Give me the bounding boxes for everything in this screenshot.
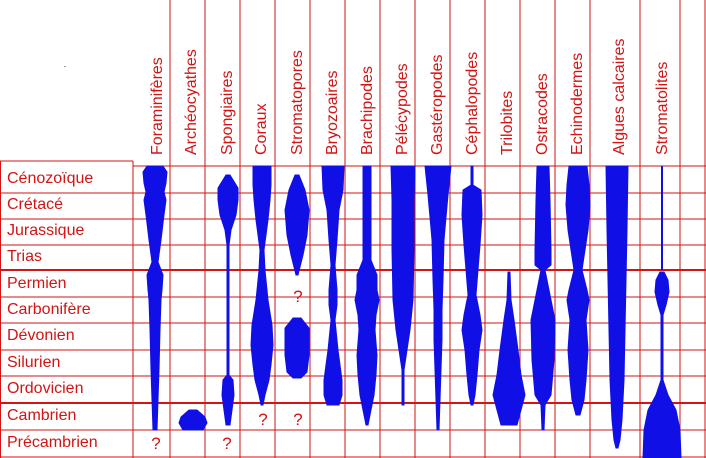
- period-label-permien: Permien: [7, 275, 67, 292]
- group-label-ostracodes: Ostracodes: [534, 73, 551, 155]
- group-label-echinodermes: Echinodermes: [569, 52, 586, 155]
- group-label-gasteropodes: Gastéropodes: [429, 54, 446, 155]
- group-headers: Foraminifères Archéocyathes Spongiaires …: [0, 0, 706, 160]
- period-label-trias: Trias: [7, 248, 42, 265]
- period-label-devonien: Dévonien: [7, 327, 75, 344]
- group-label-spongiaires: Spongiaires: [219, 70, 236, 156]
- stray-dot: [64, 66, 66, 67]
- group-label-stromatopores: Stromatopores: [289, 50, 306, 155]
- range-foraminiferes: [142, 165, 168, 431]
- range-brachipodes: [354, 165, 380, 426]
- group-label-bryozoaires: Bryozoaires: [324, 70, 341, 155]
- range-cephalopodes: [461, 165, 483, 406]
- uncertain-mark-spongiaires-precambrien: ?: [222, 434, 232, 453]
- range-stromatopores-upper: [284, 174, 310, 276]
- range-stromatolites: [642, 271, 682, 458]
- period-label-silurien: Silurien: [7, 354, 61, 371]
- range-stromatopores-lower: [284, 317, 310, 379]
- range-coraux: [250, 165, 274, 406]
- period-label-cambrien: Cambrien: [7, 407, 77, 424]
- range-trilobites: [492, 271, 526, 426]
- uncertain-mark-coraux-cambrien: ?: [258, 410, 268, 429]
- period-label-cretace: Crétacé: [7, 196, 64, 213]
- group-label-pelecypodes: Pélécypodes: [394, 63, 411, 155]
- uncertain-mark-foraminiferes-precambrien: ?: [151, 434, 161, 453]
- range-pelecypodes: [390, 165, 416, 406]
- range-algues-calcaires: [605, 165, 629, 449]
- group-label-trilobites: Trilobites: [499, 90, 516, 155]
- group-label-foraminiferes: Foraminifères: [149, 57, 166, 155]
- range-gasteropodes: [424, 165, 452, 431]
- period-label-carbonifere: Carbonifère: [7, 301, 91, 318]
- period-label-cenozoique: Cénozoïque: [7, 170, 94, 187]
- period-label-ordovicien: Ordovicien: [7, 380, 84, 397]
- range-echinodermes: [565, 165, 591, 416]
- range-shapes: [142, 165, 682, 458]
- period-label-jurassique: Jurassique: [7, 222, 85, 239]
- group-label-stromatolites: Stromatolites: [654, 61, 671, 155]
- range-bryozoaires: [321, 165, 345, 406]
- uncertain-mark-stromatopores-cambrien: ?: [293, 410, 303, 429]
- group-label-archeocyathes: Archéocyathes: [183, 49, 200, 155]
- group-label-cephalopodes: Céphalopodes: [464, 51, 481, 155]
- group-label-algues-calcaires: Algues calcaires: [611, 38, 628, 156]
- uncertain-mark-stromatopores-carbonifere: ?: [293, 287, 303, 306]
- group-label-coraux: Coraux: [253, 103, 270, 155]
- period-label-precambrien: Précambrien: [7, 434, 98, 451]
- range-archeocyathes: [178, 409, 208, 431]
- range-ostracodes: [530, 165, 556, 431]
- group-label-brachipodes: Brachipodes: [359, 66, 376, 155]
